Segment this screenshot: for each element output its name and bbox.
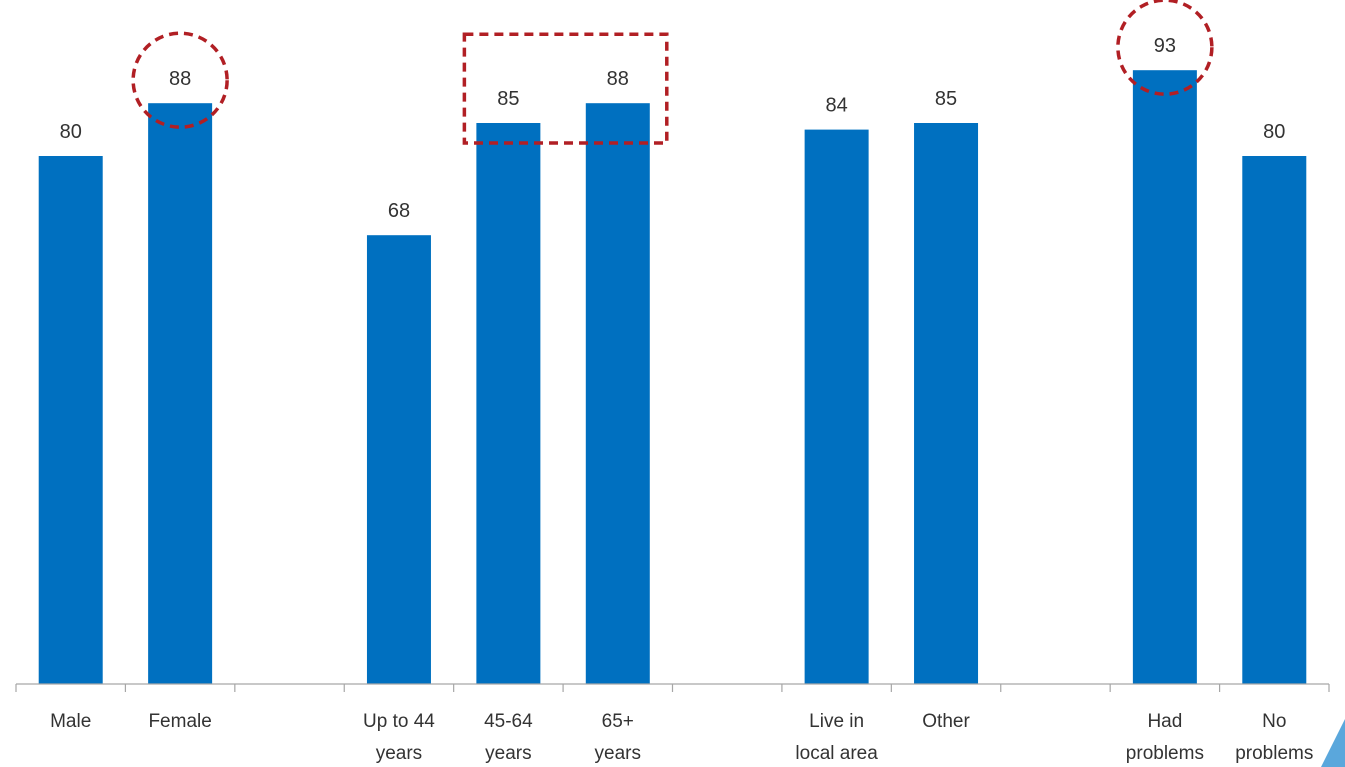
data-label: 85 (497, 88, 519, 110)
x-tick-label: years (376, 743, 422, 764)
x-tick-label: Other (922, 711, 970, 732)
x-tick-label: Female (148, 711, 211, 732)
bar (148, 103, 213, 684)
bar (804, 129, 869, 685)
x-tick-label: problems (1235, 743, 1313, 764)
bar (585, 103, 650, 684)
x-tick-label: Up to 44 (363, 711, 435, 732)
bar (366, 235, 431, 684)
bar (38, 156, 103, 684)
data-label: 80 (1263, 121, 1285, 143)
data-label: 68 (388, 200, 410, 222)
data-label: 93 (1154, 35, 1176, 57)
highlight-circle (1116, 0, 1214, 96)
x-tick-label: local area (795, 743, 878, 764)
x-tick-label: Male (50, 711, 91, 732)
data-label: 84 (826, 95, 848, 117)
data-label: 80 (60, 121, 82, 143)
data-label: 88 (169, 68, 191, 90)
x-tick-label: Live in (809, 711, 864, 732)
data-label: 88 (607, 68, 629, 90)
highlight-circle (131, 31, 229, 129)
bar (1242, 156, 1307, 684)
x-tick-label: No (1262, 711, 1286, 732)
x-tick-label: 45-64 (484, 711, 533, 732)
x-tick-label: problems (1126, 743, 1204, 764)
corner-accent-icon (1321, 719, 1345, 767)
x-tick-label: 65+ (602, 711, 634, 732)
bar (1132, 70, 1197, 684)
data-label: 85 (935, 88, 957, 110)
x-tick-label: years (595, 743, 641, 764)
x-tick-label: years (485, 743, 531, 764)
bar (914, 123, 979, 684)
bar (476, 123, 541, 684)
x-tick-label: Had (1147, 711, 1182, 732)
highlight-box (462, 32, 669, 145)
